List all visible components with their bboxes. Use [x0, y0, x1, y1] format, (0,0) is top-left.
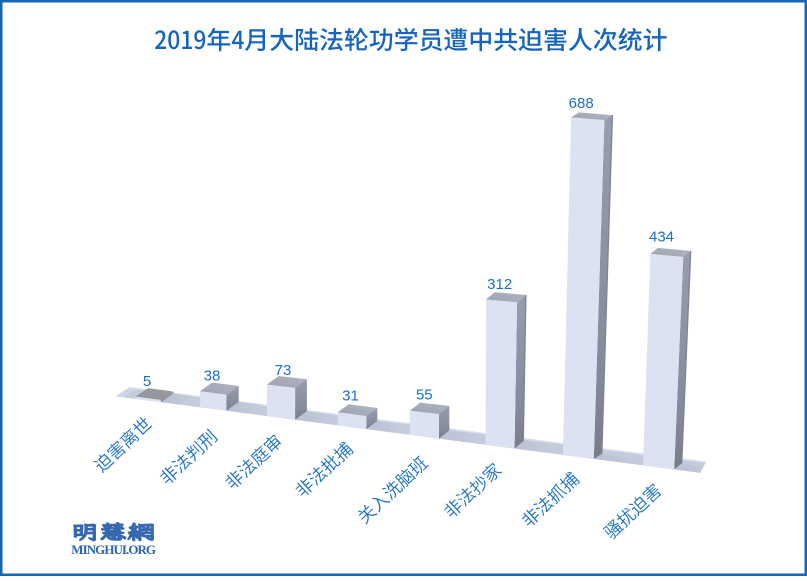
svg-text:31: 31 [342, 387, 359, 404]
svg-text:312: 312 [487, 276, 512, 293]
svg-text:38: 38 [204, 368, 221, 385]
svg-text:55: 55 [416, 387, 433, 404]
svg-text:5: 5 [143, 373, 151, 390]
svg-text:434: 434 [649, 229, 674, 246]
svg-text:MINGHUI.ORG: MINGHUI.ORG [71, 542, 156, 557]
svg-text:688: 688 [569, 95, 594, 112]
svg-text:73: 73 [275, 362, 292, 379]
